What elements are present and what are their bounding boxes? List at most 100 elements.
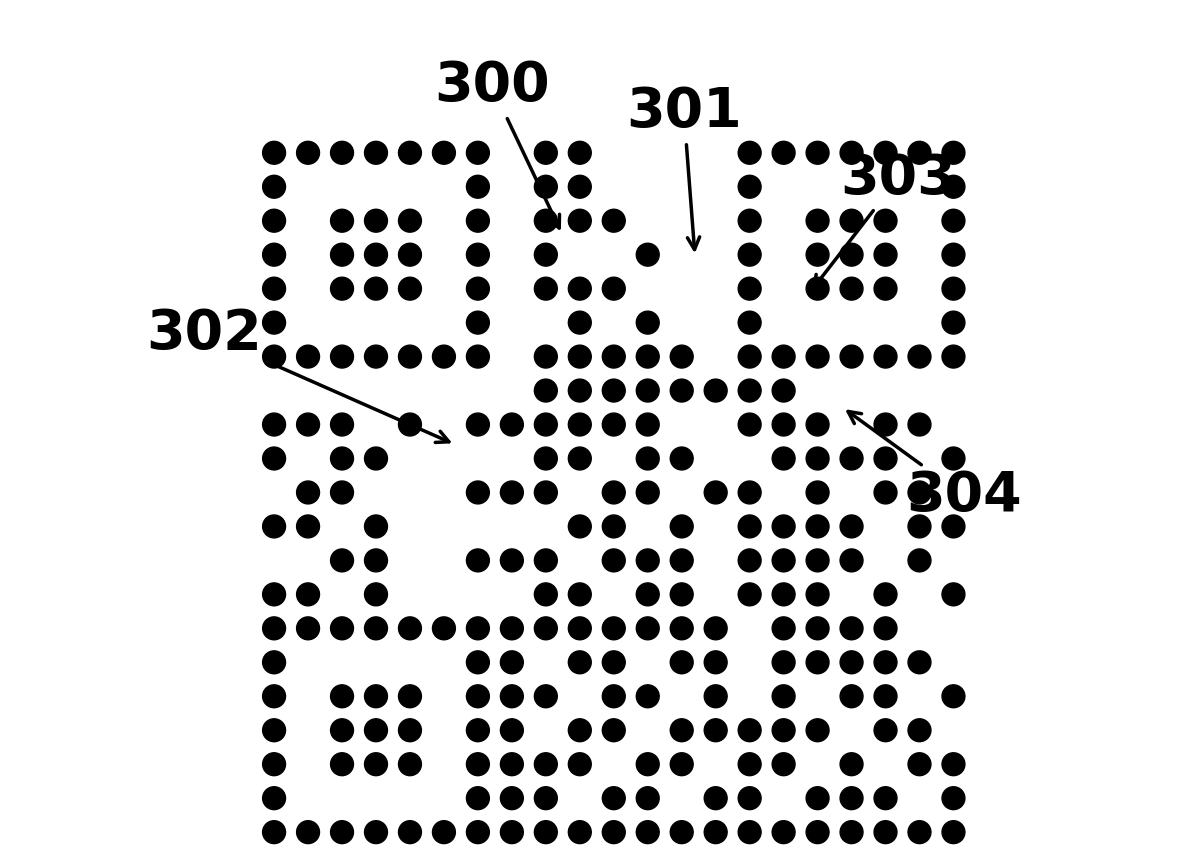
Circle shape bbox=[875, 413, 897, 436]
Circle shape bbox=[297, 583, 320, 606]
Circle shape bbox=[670, 447, 694, 470]
Circle shape bbox=[262, 786, 285, 809]
Circle shape bbox=[568, 820, 592, 843]
Circle shape bbox=[738, 379, 761, 402]
Circle shape bbox=[568, 651, 592, 674]
Circle shape bbox=[875, 820, 897, 843]
Circle shape bbox=[331, 447, 353, 470]
Circle shape bbox=[534, 685, 557, 708]
Circle shape bbox=[806, 277, 829, 300]
Circle shape bbox=[942, 277, 964, 300]
Circle shape bbox=[364, 515, 387, 538]
Circle shape bbox=[908, 481, 931, 504]
Circle shape bbox=[262, 141, 285, 164]
Circle shape bbox=[364, 549, 387, 572]
Circle shape bbox=[670, 583, 694, 606]
Circle shape bbox=[773, 413, 795, 436]
Circle shape bbox=[773, 651, 795, 674]
Circle shape bbox=[875, 786, 897, 809]
Circle shape bbox=[364, 583, 387, 606]
Circle shape bbox=[942, 243, 964, 266]
Circle shape bbox=[262, 447, 285, 470]
Circle shape bbox=[670, 345, 694, 368]
Circle shape bbox=[908, 753, 931, 775]
Circle shape bbox=[466, 176, 489, 199]
Circle shape bbox=[942, 753, 964, 775]
Circle shape bbox=[331, 277, 353, 300]
Circle shape bbox=[399, 413, 422, 436]
Circle shape bbox=[262, 719, 285, 742]
Circle shape bbox=[942, 210, 964, 232]
Circle shape bbox=[908, 413, 931, 436]
Circle shape bbox=[262, 820, 285, 843]
Circle shape bbox=[738, 345, 761, 368]
Circle shape bbox=[670, 515, 694, 538]
Circle shape bbox=[399, 617, 422, 640]
Circle shape bbox=[568, 583, 592, 606]
Circle shape bbox=[738, 243, 761, 266]
Circle shape bbox=[466, 786, 489, 809]
Circle shape bbox=[466, 243, 489, 266]
Circle shape bbox=[501, 820, 524, 843]
Circle shape bbox=[297, 141, 320, 164]
Circle shape bbox=[262, 685, 285, 708]
Circle shape bbox=[432, 820, 455, 843]
Circle shape bbox=[738, 141, 761, 164]
Circle shape bbox=[704, 786, 727, 809]
Circle shape bbox=[806, 515, 829, 538]
Circle shape bbox=[942, 311, 964, 334]
Circle shape bbox=[942, 820, 964, 843]
Circle shape bbox=[738, 210, 761, 232]
Circle shape bbox=[773, 141, 795, 164]
Circle shape bbox=[840, 277, 863, 300]
Circle shape bbox=[875, 141, 897, 164]
Circle shape bbox=[331, 753, 353, 775]
Circle shape bbox=[704, 617, 727, 640]
Circle shape bbox=[773, 719, 795, 742]
Circle shape bbox=[942, 515, 964, 538]
Circle shape bbox=[738, 277, 761, 300]
Circle shape bbox=[806, 583, 829, 606]
Circle shape bbox=[331, 685, 353, 708]
Text: 304: 304 bbox=[848, 412, 1022, 523]
Circle shape bbox=[331, 413, 353, 436]
Circle shape bbox=[466, 277, 489, 300]
Circle shape bbox=[670, 549, 694, 572]
Circle shape bbox=[840, 753, 863, 775]
Circle shape bbox=[840, 617, 863, 640]
Circle shape bbox=[738, 820, 761, 843]
Circle shape bbox=[806, 447, 829, 470]
Circle shape bbox=[534, 243, 557, 266]
Circle shape bbox=[636, 549, 659, 572]
Circle shape bbox=[603, 820, 625, 843]
Circle shape bbox=[738, 311, 761, 334]
Circle shape bbox=[942, 345, 964, 368]
Circle shape bbox=[568, 617, 592, 640]
Circle shape bbox=[568, 311, 592, 334]
Circle shape bbox=[466, 141, 489, 164]
Circle shape bbox=[875, 447, 897, 470]
Circle shape bbox=[773, 617, 795, 640]
Circle shape bbox=[773, 515, 795, 538]
Circle shape bbox=[840, 210, 863, 232]
Circle shape bbox=[840, 786, 863, 809]
Circle shape bbox=[568, 719, 592, 742]
Circle shape bbox=[364, 753, 387, 775]
Circle shape bbox=[603, 617, 625, 640]
Circle shape bbox=[773, 447, 795, 470]
Circle shape bbox=[636, 345, 659, 368]
Circle shape bbox=[773, 345, 795, 368]
Circle shape bbox=[262, 277, 285, 300]
Circle shape bbox=[738, 786, 761, 809]
Circle shape bbox=[704, 481, 727, 504]
Circle shape bbox=[603, 719, 625, 742]
Circle shape bbox=[636, 311, 659, 334]
Circle shape bbox=[773, 685, 795, 708]
Circle shape bbox=[908, 345, 931, 368]
Circle shape bbox=[568, 413, 592, 436]
Circle shape bbox=[501, 549, 524, 572]
Circle shape bbox=[297, 820, 320, 843]
Circle shape bbox=[331, 243, 353, 266]
Circle shape bbox=[568, 141, 592, 164]
Circle shape bbox=[568, 379, 592, 402]
